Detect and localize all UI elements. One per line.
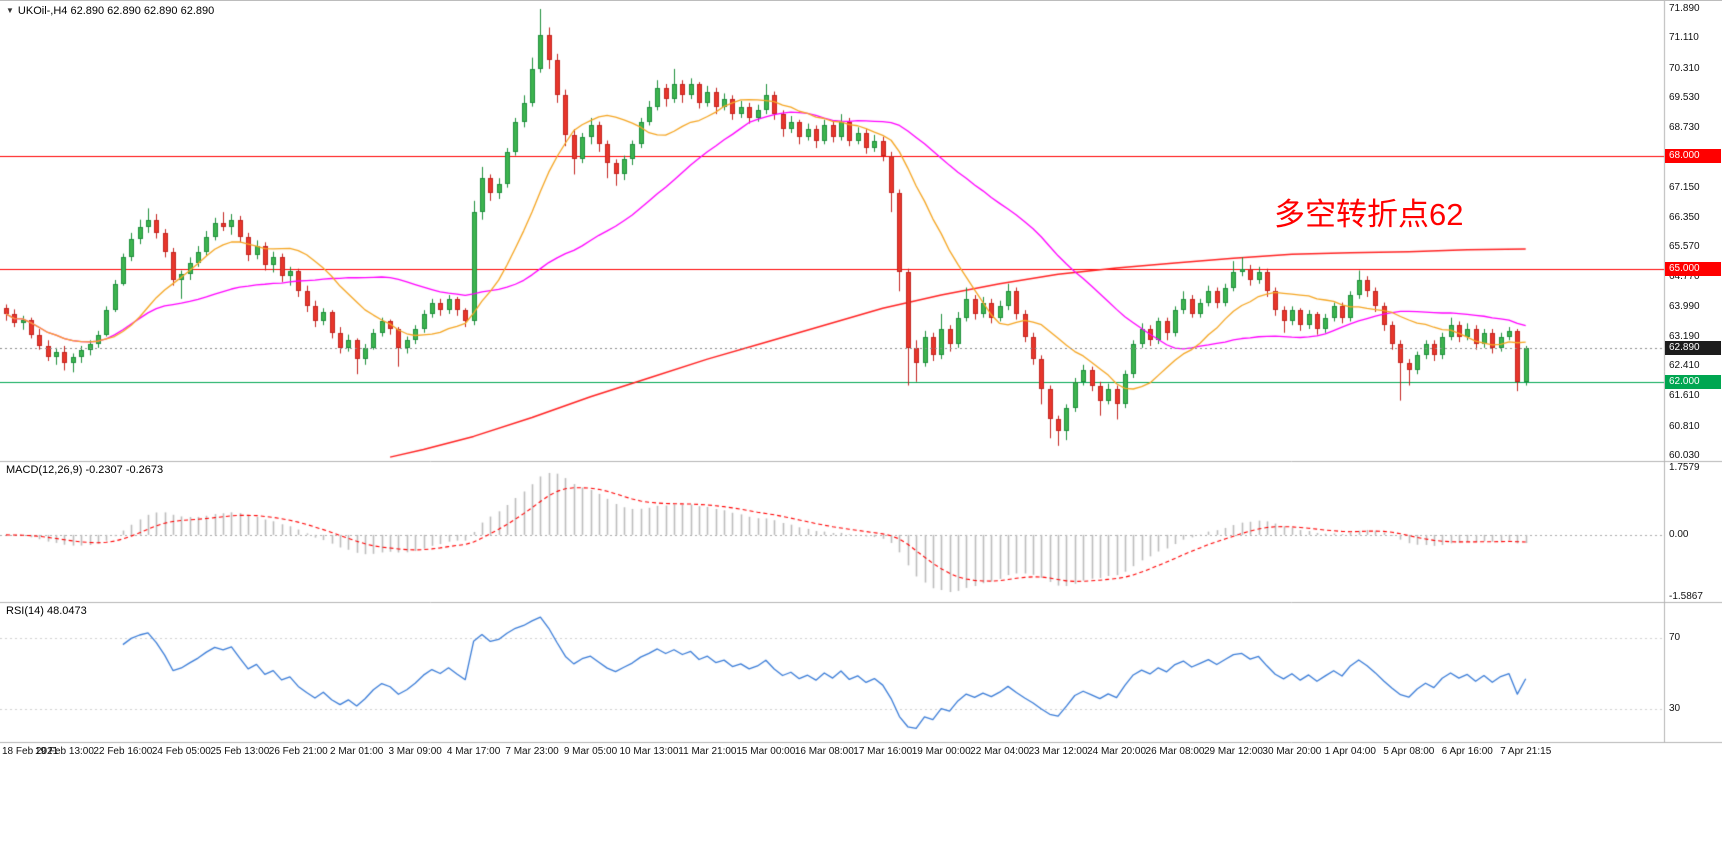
annotation-text: 多空转折点62: [1274, 197, 1464, 232]
macd-indicator-label: MACD(12,26,9) -0.2307 -0.2673: [6, 464, 164, 476]
symbol-info: ▼ UKOil-,H4 62.890 62.890 62.890 62.890: [6, 5, 214, 17]
rsi-indicator-label: RSI(14) 48.0473: [6, 605, 87, 617]
collapse-triangle-icon[interactable]: ▼: [6, 6, 14, 15]
symbol-ohlc-text: UKOil-,H4 62.890 62.890 62.890 62.890: [17, 5, 215, 17]
